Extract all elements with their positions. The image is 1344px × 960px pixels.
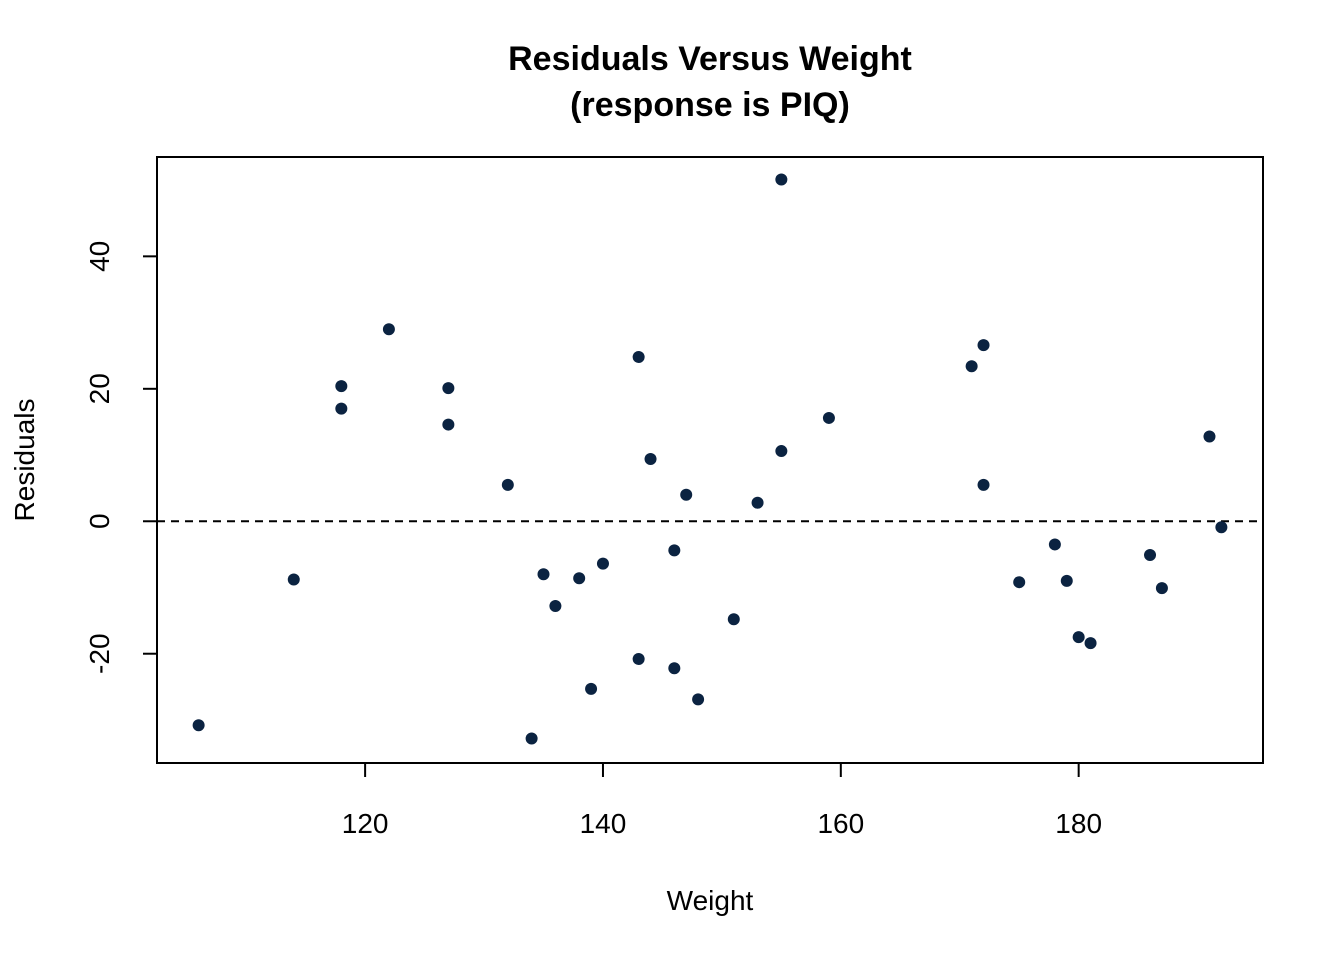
data-point xyxy=(751,496,764,509)
data-point xyxy=(1215,521,1228,534)
data-point xyxy=(977,478,990,491)
chart-subtitle: (response is PIQ) xyxy=(570,86,850,124)
data-point xyxy=(822,411,835,424)
data-point xyxy=(335,380,348,393)
x-tick-label: 180 xyxy=(1055,808,1102,839)
y-tick-label: 20 xyxy=(84,373,115,404)
x-axis-label: Weight xyxy=(667,885,754,916)
plot-frame xyxy=(156,156,1264,764)
data-points xyxy=(192,173,1228,745)
data-point xyxy=(644,453,657,466)
y-tick-label: -20 xyxy=(84,633,115,673)
y-tick-label: 40 xyxy=(84,241,115,272)
data-point xyxy=(727,613,740,626)
data-point xyxy=(382,323,395,336)
data-point xyxy=(977,339,990,352)
x-tick-label: 140 xyxy=(580,808,627,839)
data-point xyxy=(596,557,609,570)
data-point xyxy=(1144,549,1157,562)
data-point xyxy=(525,732,538,745)
data-point xyxy=(442,418,455,431)
data-point xyxy=(1155,582,1168,595)
data-point xyxy=(442,382,455,395)
data-point xyxy=(287,573,300,586)
data-point xyxy=(1013,576,1026,589)
x-tick-label: 160 xyxy=(817,808,864,839)
data-point xyxy=(775,445,788,458)
data-point xyxy=(1203,430,1216,443)
data-point xyxy=(1060,574,1073,587)
y-axis: -20 0 20 40 xyxy=(84,241,158,674)
data-point xyxy=(501,478,514,491)
x-tick-label: 120 xyxy=(342,808,389,839)
data-point xyxy=(668,662,681,675)
y-axis-label: Residuals xyxy=(9,399,40,522)
data-point xyxy=(573,572,586,585)
data-point xyxy=(632,351,645,364)
data-point xyxy=(192,719,205,732)
data-point xyxy=(680,488,693,501)
data-point xyxy=(549,600,562,613)
data-point xyxy=(335,402,348,415)
chart-title: Residuals Versus Weight xyxy=(508,40,912,78)
data-point xyxy=(965,360,978,373)
x-axis: 120 140 160 180 xyxy=(342,762,1102,839)
data-point xyxy=(692,693,705,706)
data-point xyxy=(775,173,788,186)
data-point xyxy=(1048,538,1061,551)
data-point xyxy=(1072,631,1085,644)
data-point xyxy=(537,568,550,581)
data-point xyxy=(632,653,645,666)
data-point xyxy=(668,544,681,557)
data-point xyxy=(1084,637,1097,650)
data-point xyxy=(585,682,598,695)
y-tick-label: 0 xyxy=(84,513,115,529)
